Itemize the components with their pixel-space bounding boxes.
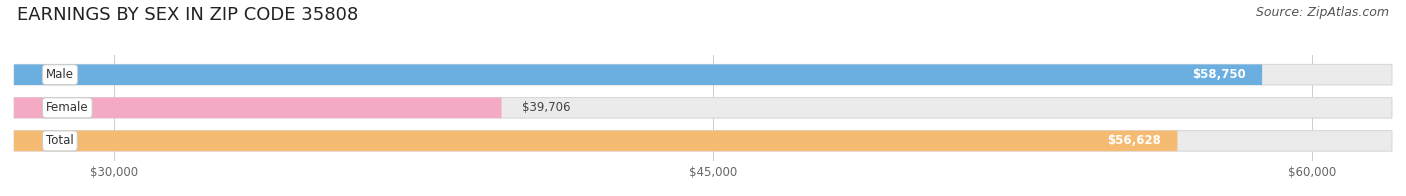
FancyBboxPatch shape — [14, 64, 1392, 85]
FancyBboxPatch shape — [14, 98, 502, 118]
Text: $56,628: $56,628 — [1108, 134, 1161, 147]
Text: $39,706: $39,706 — [522, 101, 569, 114]
Text: Source: ZipAtlas.com: Source: ZipAtlas.com — [1256, 6, 1389, 19]
FancyBboxPatch shape — [14, 131, 1392, 151]
FancyBboxPatch shape — [14, 98, 1392, 118]
Text: Male: Male — [46, 68, 75, 81]
FancyBboxPatch shape — [14, 131, 1177, 151]
Text: EARNINGS BY SEX IN ZIP CODE 35808: EARNINGS BY SEX IN ZIP CODE 35808 — [17, 6, 359, 24]
Text: $58,750: $58,750 — [1192, 68, 1246, 81]
Text: Female: Female — [46, 101, 89, 114]
FancyBboxPatch shape — [14, 64, 1263, 85]
Text: Total: Total — [46, 134, 73, 147]
